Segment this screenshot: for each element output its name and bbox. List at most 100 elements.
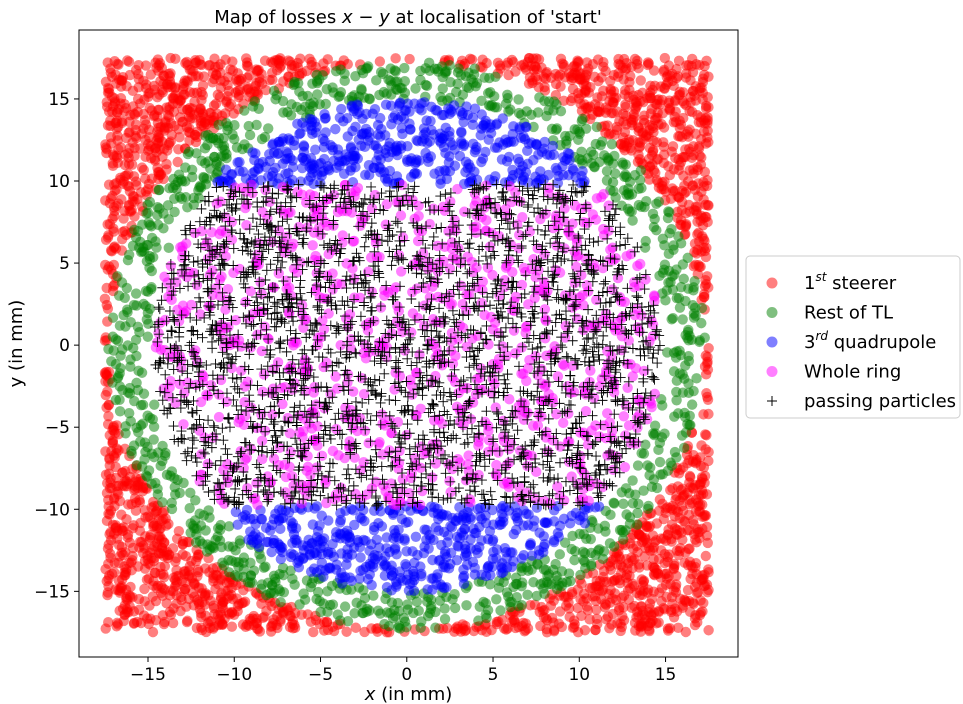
data-point (102, 219, 113, 230)
data-point (567, 72, 579, 84)
data-point (686, 106, 698, 118)
data-point (109, 185, 121, 196)
data-point (693, 490, 705, 501)
data-point (121, 476, 132, 487)
data-point (161, 520, 172, 531)
data-point (673, 164, 684, 176)
data-point (400, 517, 411, 528)
data-point (120, 132, 132, 144)
data-point (569, 622, 580, 633)
data-point (457, 89, 469, 100)
data-point (146, 265, 158, 277)
data-point (505, 104, 516, 115)
data-point (136, 128, 147, 139)
data-point (517, 161, 528, 172)
data-point (666, 592, 678, 603)
data-point (130, 176, 142, 187)
data-point (107, 377, 118, 388)
data-point (391, 579, 402, 590)
data-point (569, 200, 581, 211)
data-point (648, 474, 660, 485)
data-point (602, 408, 613, 419)
data-point (638, 575, 650, 586)
data-point (249, 96, 261, 107)
data-point (485, 119, 496, 130)
data-point (103, 508, 114, 520)
data-point (128, 520, 139, 531)
data-point (401, 622, 412, 633)
data-point (445, 104, 456, 116)
data-point (606, 433, 618, 444)
data-point (155, 460, 166, 472)
data-point (256, 68, 267, 80)
data-point (516, 368, 527, 379)
data-point (133, 73, 145, 85)
data-point (659, 82, 670, 94)
data-point (494, 519, 505, 531)
data-point (140, 512, 151, 523)
data-point (215, 519, 226, 531)
data-point (254, 626, 266, 637)
data-point (501, 587, 513, 598)
data-point (480, 251, 491, 262)
data-point (688, 385, 699, 397)
data-point (653, 119, 664, 130)
data-point (691, 373, 702, 384)
data-point (305, 616, 317, 628)
data-point (390, 542, 401, 554)
data-point (227, 65, 239, 76)
data-point (666, 314, 677, 325)
data-point (238, 571, 249, 583)
data-point (243, 120, 254, 132)
data-point (242, 482, 253, 494)
data-point (702, 92, 713, 103)
data-point (149, 155, 161, 166)
data-point (341, 258, 352, 269)
data-point (700, 510, 712, 521)
data-point (200, 240, 211, 251)
data-point (335, 514, 347, 526)
data-point (663, 625, 674, 636)
data-point (579, 547, 591, 559)
data-point (638, 110, 650, 121)
data-point (198, 510, 210, 521)
data-point (540, 314, 551, 325)
data-point (657, 468, 668, 480)
data-point (139, 246, 150, 257)
data-point (127, 342, 139, 354)
data-point (292, 186, 303, 197)
data-point (460, 547, 472, 559)
data-point (404, 53, 415, 65)
data-point (183, 146, 195, 158)
data-point (605, 509, 616, 521)
data-point (129, 395, 140, 407)
data-point (574, 511, 586, 522)
data-point (240, 510, 251, 521)
data-point (203, 415, 214, 426)
data-point (159, 537, 170, 548)
data-point (386, 146, 398, 158)
data-point (207, 265, 218, 276)
data-point (253, 163, 264, 175)
data-point (320, 112, 331, 124)
data-point (578, 596, 589, 607)
data-point (598, 61, 609, 72)
data-point (516, 109, 527, 121)
data-point (620, 483, 632, 494)
data-point (371, 534, 382, 545)
data-point (101, 282, 112, 294)
data-point (336, 548, 347, 559)
data-point (481, 215, 492, 226)
data-point (120, 428, 131, 439)
data-point (282, 148, 294, 159)
data-point (412, 235, 424, 247)
data-point (144, 303, 156, 314)
data-point (250, 528, 261, 540)
data-point (311, 593, 322, 605)
data-point (687, 85, 699, 97)
data-point (277, 562, 289, 574)
data-point (347, 422, 359, 434)
data-point (366, 203, 378, 214)
data-point (103, 410, 114, 422)
data-point (550, 162, 562, 174)
